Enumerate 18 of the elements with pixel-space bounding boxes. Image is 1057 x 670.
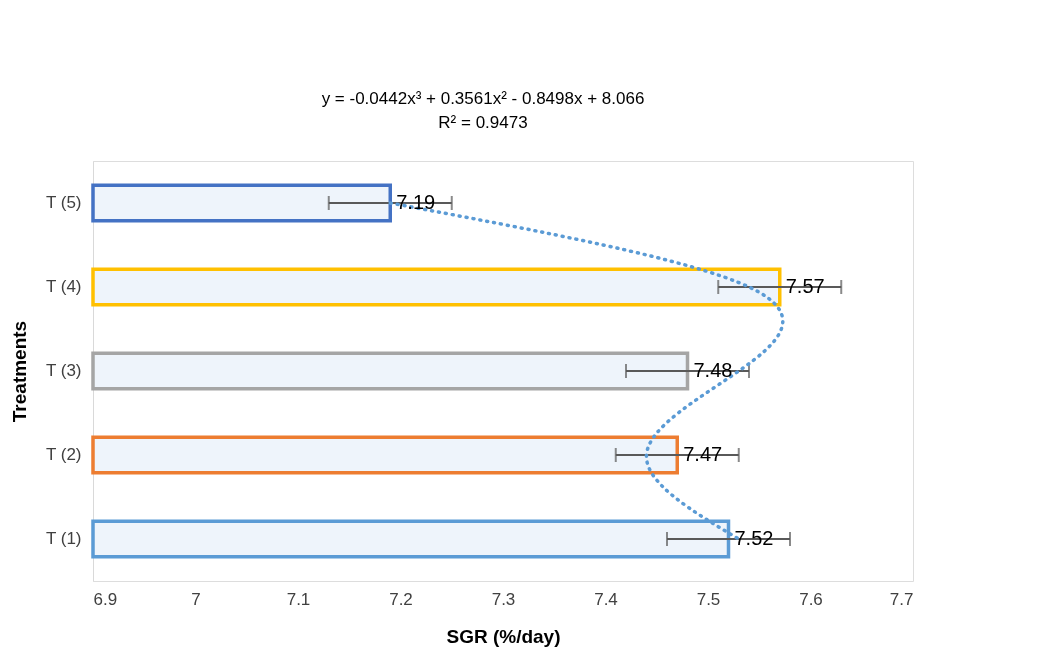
y-axis-title: Treatments [8,320,30,423]
x-axis-title: SGR (%/day) [446,625,561,647]
x-tick-label: 7.3 [491,589,516,609]
y-tick-label: T (5) [45,193,82,212]
y-tick-label: T (4) [45,277,82,296]
y-tick-label: T (3) [45,361,82,380]
y-tick-label: T (2) [45,445,82,464]
y-tick-label: T (1) [45,529,82,548]
x-tick-label: 7.6 [799,589,823,609]
x-tick-label: 7.1 [286,589,311,609]
text: y = -0.0442x³ + 0.3561x² - 0.8498x + 8.066 [321,89,645,108]
x-tick-label: 7.5 [696,589,721,609]
x-tick-label: 7 [191,589,201,609]
x-tick-label: 7.2 [389,589,413,609]
x-tick-label: 7.4 [594,589,618,609]
x-tick-label: 7.7 [889,589,914,609]
x-tick-label: 6.9 [93,589,118,609]
text: R² = 0.9473 [438,113,528,132]
